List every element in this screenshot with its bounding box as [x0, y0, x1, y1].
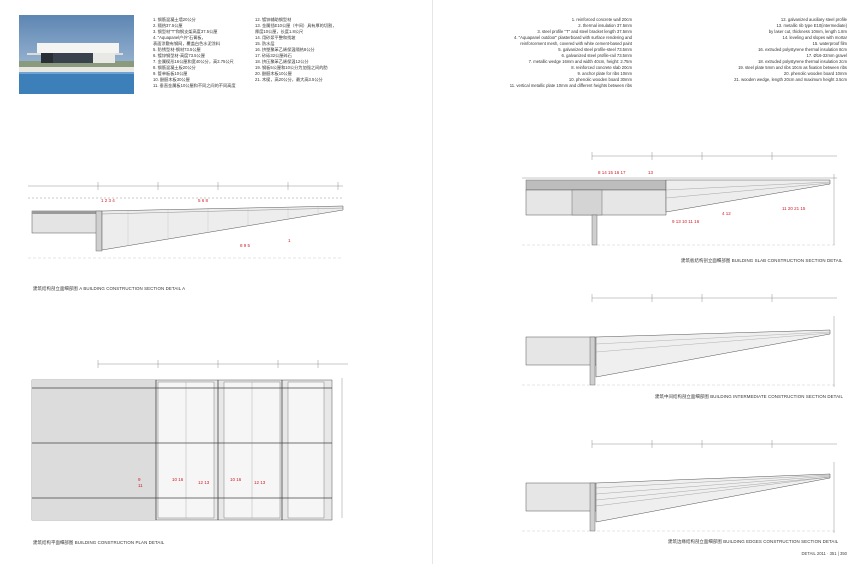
plan-drawing: 9 11 10 16 12 13 10 16 12 13	[31, 360, 348, 521]
callout-section-a-one: 1	[288, 238, 291, 243]
intermediate-section-drawing	[522, 294, 837, 387]
legend-english-1: 1. reinforced concrete wall 20cm 2. therm…	[509, 17, 632, 88]
section-a-drawing: 1 2 3 4 5 6 8 8 9 5 1	[28, 182, 344, 259]
callout-section-a-mid: 5 6 8	[198, 198, 209, 203]
callout-slab-top2: 13	[648, 170, 654, 175]
callout-slab-top: 8 14 15 16 17	[598, 170, 626, 175]
page-folio: DETAIL 2011 · 351 | 350	[801, 551, 847, 556]
callout-plan-f: 12 13	[254, 480, 266, 485]
callout-plan-a: 9	[138, 477, 141, 482]
callout-plan-c: 10 16	[172, 477, 184, 482]
legend-chinese-1: 1. 钢筋混凝土墙20公分 2. 隔热37.5公厘 3. 钢型材"T"和钢支架高度3…	[153, 17, 236, 88]
callout-plan-d: 12 13	[198, 480, 210, 485]
callout-slab-low2: 4 12	[722, 211, 731, 216]
legend-english-2: 12. galvanized auxiliary steel profile 13…	[734, 17, 847, 82]
caption-edges: 建筑边缘结构剖立面细部图 BUILDING EDGES CONSTRUCTION…	[668, 539, 839, 544]
edges-section-drawing	[522, 440, 837, 533]
legend-chinese-2: 12. 镀锌辅助钢型材 13. 金属挡E10公厘（中间）具有厚的切割， 厚度10公…	[255, 17, 337, 82]
callout-slab-low1: 9 13 10 11 16	[672, 219, 700, 224]
callout-section-a-low: 8 9 5	[240, 243, 251, 248]
caption-slab: 建筑板结构剖立面细部图 BUILDING SLAB CONSTRUCTION S…	[681, 258, 843, 263]
caption-section-a: 建筑结构剖立面细部图 A BUILDING CONSTRUCTION SECTI…	[33, 286, 186, 291]
callout-plan-b: 11	[138, 483, 143, 488]
caption-plan: 建筑结构平面细部图 BUILDING CONSTRUCTION PLAN DET…	[33, 540, 165, 545]
callout-slab-low3: 11 20 21 15	[782, 206, 806, 211]
callout-plan-e: 10 16	[230, 477, 242, 482]
caption-intermediate: 建筑中间结构剖立面细部图 BUILDING INTERMEDIATE CONST…	[655, 394, 844, 399]
house-photo	[19, 15, 134, 94]
slab-section-drawing: 8 14 15 16 17 13 9 13 10 11 16 4 12 11 2…	[522, 152, 837, 246]
page-gutter	[432, 0, 433, 564]
callout-section-a-top: 1 2 3 4	[101, 198, 115, 203]
